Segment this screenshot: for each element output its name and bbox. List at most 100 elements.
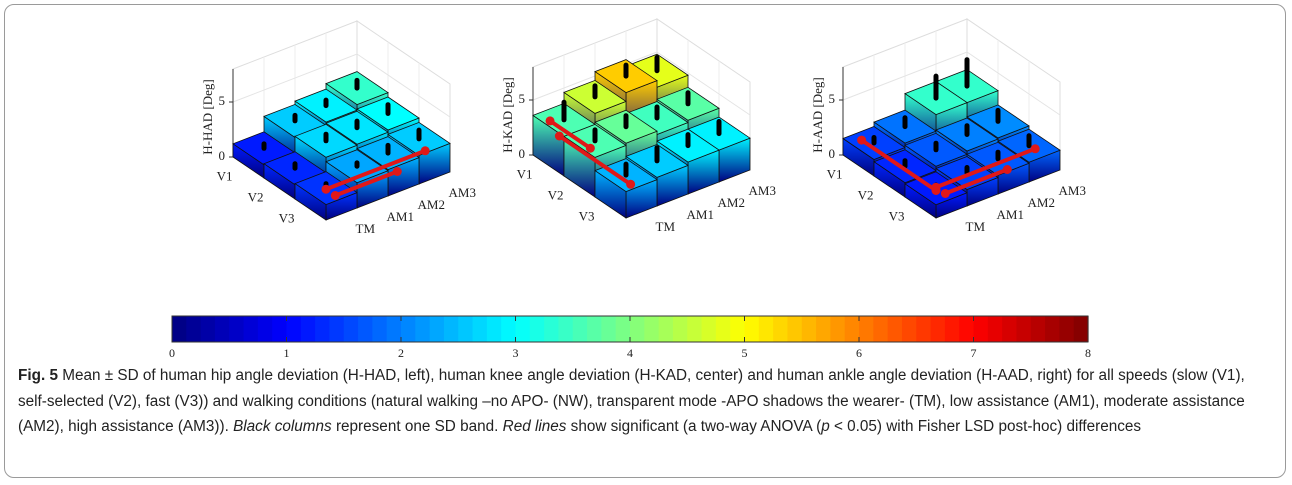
colorbar-segment <box>987 316 1003 342</box>
colorbar-tick-label: 2 <box>398 346 404 360</box>
colorbar-segment <box>658 316 674 342</box>
speed-label: V3 <box>889 208 905 223</box>
significance-dot <box>585 143 595 153</box>
colorbar-segment <box>859 316 874 342</box>
colorbar-segment <box>644 316 660 342</box>
caption-italic: p <box>821 418 830 436</box>
colorbar-segment <box>172 316 187 342</box>
caption-text: Mean ± SD of human hip angle deviation (… <box>18 367 1245 436</box>
z-tick-label: 0 <box>829 146 836 161</box>
significance-line <box>558 134 632 186</box>
colorbar-segment <box>887 316 903 342</box>
colorbar-segment <box>744 316 760 342</box>
colorbar-segment <box>830 316 846 342</box>
significance-line <box>334 169 399 198</box>
colorbar-tick-label: 8 <box>1085 346 1091 360</box>
colorbar-segment <box>472 316 488 342</box>
colorbar-segment <box>1002 316 1018 342</box>
condition-label: AM2 <box>1028 195 1055 210</box>
colorbar-segment <box>429 316 445 342</box>
colorbar-segment <box>257 316 273 342</box>
condition-label: TM <box>356 221 376 236</box>
colorbar-segment <box>615 316 631 342</box>
significance-dot <box>420 146 430 156</box>
grid-line <box>232 53 451 118</box>
colorbar-tick-label: 0 <box>169 346 175 360</box>
significance-line <box>935 146 1036 190</box>
significance-dot <box>545 116 555 126</box>
speed-label: V1 <box>517 166 533 181</box>
significance-line <box>860 138 938 193</box>
significance-dot <box>392 167 402 176</box>
colorbar-segment <box>816 316 831 342</box>
colorbar-tick-label: 7 <box>971 346 977 360</box>
z-tick-label: 5 <box>519 91 526 106</box>
grid-line <box>532 51 751 116</box>
significance-dot <box>321 184 331 194</box>
colorbar-segment <box>687 316 703 342</box>
colorbar-segment <box>930 316 946 342</box>
colorbar-segment <box>630 316 645 342</box>
condition-label: AM1 <box>997 207 1024 222</box>
colorbar-segment <box>229 316 245 342</box>
colorbar-segment <box>787 316 803 342</box>
colorbar-segment <box>901 316 917 342</box>
colorbar-segment <box>701 316 717 342</box>
caption-label: Fig. 5 <box>18 367 58 384</box>
colorbar-segment <box>415 316 431 342</box>
z-axis-label: H-AAD [Deg] <box>810 77 825 152</box>
colorbar-segment <box>358 316 373 342</box>
colorbar-segment <box>515 316 531 342</box>
colorbar-segment <box>1016 316 1032 342</box>
significance-dot <box>626 179 636 189</box>
speed-label: V1 <box>217 168 233 183</box>
colorbar-segment <box>587 316 602 342</box>
significance-dot <box>931 182 941 192</box>
condition-label: AM1 <box>687 207 714 222</box>
significance-dot <box>554 131 564 141</box>
significance-line <box>548 119 592 150</box>
colorbar-segment <box>329 316 345 342</box>
significance-dot <box>940 189 950 198</box>
significance-dot <box>1002 165 1012 174</box>
significance-line <box>944 167 1009 196</box>
colorbar-segment <box>343 316 359 342</box>
colorbar-segment <box>672 316 688 342</box>
z-tick-label: 0 <box>519 146 526 161</box>
speed-label: V3 <box>279 210 295 225</box>
condition-label: TM <box>966 219 986 234</box>
colorbar-segment <box>916 316 932 342</box>
speed-label: V2 <box>548 187 564 202</box>
colorbar-segment <box>501 316 517 342</box>
colorbar-tick-label: 5 <box>742 346 748 360</box>
colorbar-segment <box>558 316 574 342</box>
significance-dot <box>330 191 340 200</box>
grid-line <box>842 51 1061 116</box>
z-tick-label: 5 <box>219 93 226 108</box>
figure-frame <box>4 4 1286 478</box>
speed-label: V2 <box>248 189 264 204</box>
colorbar-segment <box>386 316 402 342</box>
condition-label: AM3 <box>449 185 476 200</box>
colorbar-tick-label: 6 <box>856 346 862 360</box>
colorbar-segment <box>1059 316 1075 342</box>
colorbar-segment <box>272 316 288 342</box>
colorbar-segment <box>773 316 789 342</box>
colorbar-segment <box>715 316 731 342</box>
colorbar-tick-label: 1 <box>284 346 290 360</box>
colorbar-segment <box>758 316 774 342</box>
colorbar-segment <box>844 316 860 342</box>
colorbar-segment <box>200 316 216 342</box>
caption-text: represent one SD band. <box>331 418 503 436</box>
condition-label: AM1 <box>387 209 414 224</box>
condition-label: AM2 <box>418 197 445 212</box>
z-axis-label: H-KAD [Deg] <box>500 77 515 152</box>
colorbar-segment <box>801 316 817 342</box>
colorbar-segment <box>529 316 545 342</box>
caption-text: show significant (a two-way ANOVA ( <box>566 418 822 436</box>
z-tick-label: 5 <box>829 91 836 106</box>
z-axis-label: H-HAD [Deg] <box>200 79 215 154</box>
significance-dot <box>857 135 867 145</box>
